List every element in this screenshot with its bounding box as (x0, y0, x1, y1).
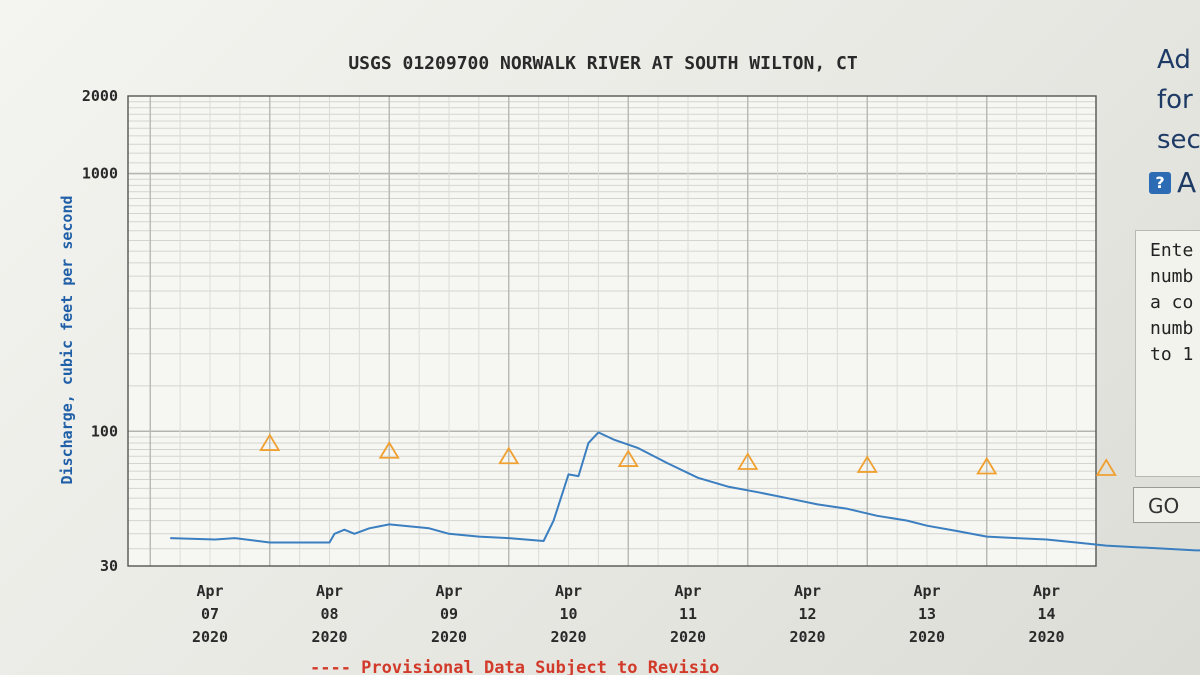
median-triangle-marker (259, 433, 281, 451)
y-axis-label: Discharge, cubic feet per second (58, 196, 76, 485)
x-tick-label: 07 (201, 605, 219, 623)
x-tick-label: Apr (435, 582, 462, 600)
median-triangle-marker (1095, 458, 1117, 476)
x-tick-label: 2020 (1028, 628, 1064, 646)
side-heading-line: Ad (1157, 45, 1191, 75)
x-tick-label: 10 (559, 605, 577, 623)
x-tick-label: 08 (320, 605, 338, 623)
help-heading: A (1177, 166, 1197, 199)
help-text-line: numb (1150, 266, 1194, 287)
y-tick-label: 30 (100, 557, 118, 575)
help-icon[interactable]: ? (1149, 172, 1171, 194)
y-tick-label: 100 (91, 422, 118, 440)
help-text-box[interactable]: Ente numb a co numb to 1 (1135, 230, 1200, 477)
provisional-data-note: ---- Provisional Data Subject to Revisio (310, 658, 719, 675)
help-text-line: Ente (1150, 240, 1194, 261)
chart-title: USGS 01209700 NORWALK RIVER AT SOUTH WIL… (348, 53, 857, 74)
side-heading-line: sec (1157, 125, 1200, 155)
x-tick-label: Apr (674, 582, 701, 600)
help-text-line: numb (1150, 318, 1194, 339)
x-tick-label: Apr (913, 582, 940, 600)
median-triangle-marker (617, 449, 639, 467)
x-tick-label: 2020 (192, 628, 228, 646)
x-tick-label: Apr (555, 582, 582, 600)
x-tick-label: 09 (440, 605, 458, 623)
x-tick-label: 2020 (670, 628, 706, 646)
side-heading-line: for (1157, 85, 1193, 115)
x-tick-label: 11 (679, 605, 697, 623)
x-tick-label: 2020 (789, 628, 825, 646)
x-tick-label: 13 (918, 605, 936, 623)
go-button[interactable]: GO (1133, 487, 1200, 523)
median-triangle-marker (498, 446, 520, 465)
help-text-line: to 1 (1150, 344, 1194, 365)
plot-frame (127, 95, 1097, 567)
x-tick-label: Apr (1033, 582, 1060, 600)
x-tick-label: Apr (794, 582, 821, 600)
x-tick-label: 2020 (311, 628, 347, 646)
y-tick-label: 2000 (82, 87, 118, 105)
x-tick-label: 12 (798, 605, 816, 623)
x-tick-label: 14 (1037, 605, 1055, 623)
x-tick-label: 2020 (909, 628, 945, 646)
side-panel: Ad for sec ? A Ente numb a co numb to 1 … (1130, 0, 1200, 675)
median-triangle-marker (856, 455, 878, 473)
median-triangle-marker (737, 452, 759, 470)
y-tick-label: 1000 (82, 165, 118, 183)
x-tick-label: 2020 (550, 628, 586, 646)
x-tick-label: 2020 (431, 628, 467, 646)
median-triangle-marker (976, 456, 998, 475)
plot-area (128, 96, 1096, 566)
median-triangle-marker (378, 441, 400, 459)
x-tick-label: Apr (196, 582, 223, 600)
help-text-line: a co (1150, 292, 1194, 313)
discharge-line (170, 431, 1200, 552)
x-tick-label: Apr (316, 582, 343, 600)
